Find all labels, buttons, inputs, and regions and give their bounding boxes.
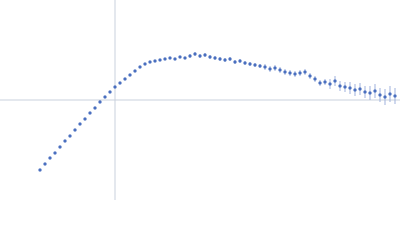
point <box>173 57 177 61</box>
point <box>58 145 62 149</box>
point <box>258 64 262 68</box>
point <box>238 59 242 63</box>
point <box>253 63 257 67</box>
point <box>143 62 147 66</box>
point <box>228 57 232 61</box>
point <box>188 54 192 58</box>
point <box>133 69 137 73</box>
point <box>198 54 202 58</box>
point <box>118 81 122 85</box>
point <box>108 90 112 94</box>
point <box>73 128 77 132</box>
chart <box>0 0 400 200</box>
point <box>308 74 312 78</box>
point <box>333 79 337 83</box>
point <box>243 61 247 65</box>
point <box>48 156 52 160</box>
point <box>268 67 272 71</box>
point <box>43 162 47 166</box>
point <box>318 81 322 85</box>
point <box>213 56 217 60</box>
point <box>383 95 387 99</box>
point <box>78 122 82 126</box>
point <box>93 106 97 110</box>
point <box>193 52 197 56</box>
point <box>53 151 57 155</box>
point <box>98 100 102 104</box>
point <box>348 86 352 90</box>
point <box>223 58 227 62</box>
point <box>138 65 142 69</box>
point <box>388 92 392 96</box>
point <box>68 134 72 138</box>
point <box>128 73 132 77</box>
point <box>303 70 307 74</box>
point <box>123 77 127 81</box>
point <box>168 56 172 60</box>
point <box>158 58 162 62</box>
point <box>378 93 382 97</box>
point <box>363 90 367 94</box>
point <box>113 85 117 89</box>
point <box>103 95 107 99</box>
point <box>163 57 167 61</box>
point <box>393 94 397 98</box>
point <box>373 89 377 93</box>
point <box>88 111 92 115</box>
point <box>83 117 87 121</box>
point <box>298 71 302 75</box>
point <box>218 57 222 61</box>
point <box>233 60 237 64</box>
point <box>368 91 372 95</box>
point <box>183 56 187 60</box>
point <box>178 55 182 59</box>
point <box>203 53 207 57</box>
point <box>278 68 282 72</box>
point <box>38 168 42 172</box>
point <box>343 85 347 89</box>
point <box>328 82 332 86</box>
point <box>153 59 157 63</box>
point <box>353 88 357 92</box>
point <box>283 70 287 74</box>
point <box>313 77 317 81</box>
point <box>338 84 342 88</box>
point <box>288 71 292 75</box>
point <box>263 65 267 69</box>
point <box>63 139 67 143</box>
point <box>273 66 277 70</box>
point <box>358 87 362 91</box>
point <box>293 72 297 76</box>
point <box>323 80 327 84</box>
point <box>148 60 152 64</box>
point <box>208 55 212 59</box>
point <box>248 62 252 66</box>
